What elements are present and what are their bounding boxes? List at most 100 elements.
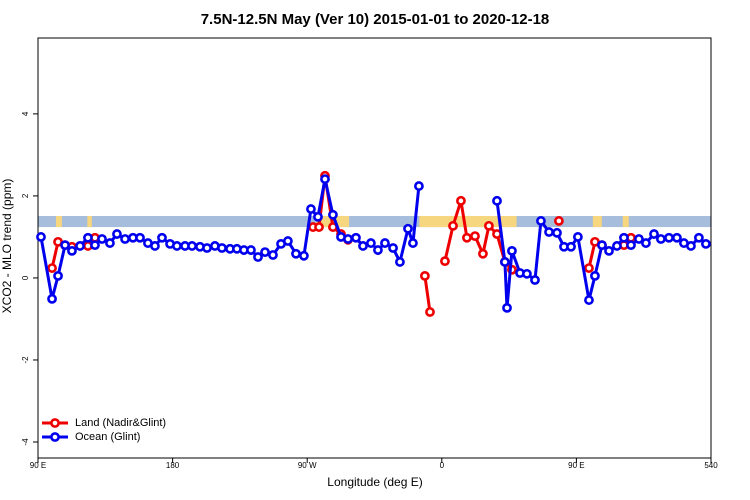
legend-label: Land (Nadir&Glint) — [75, 417, 166, 429]
point — [554, 216, 564, 226]
land-band — [419, 216, 517, 228]
point — [320, 174, 330, 184]
point — [157, 232, 167, 243]
point — [626, 240, 636, 251]
y-tick-label: 2 — [21, 193, 30, 198]
point — [634, 234, 644, 244]
land-band — [87, 216, 92, 228]
point — [686, 241, 696, 251]
point — [521, 268, 532, 279]
point — [283, 236, 293, 246]
point — [380, 238, 390, 248]
point — [172, 241, 182, 251]
x-tick-label: 180 — [166, 461, 180, 470]
point — [202, 243, 212, 253]
point — [544, 227, 554, 237]
point — [313, 211, 323, 222]
point — [440, 256, 450, 267]
point — [90, 240, 100, 251]
point — [60, 240, 70, 251]
point — [619, 232, 629, 243]
point — [75, 241, 85, 251]
point — [97, 234, 107, 244]
point — [343, 234, 353, 244]
point — [268, 250, 278, 260]
land-band — [592, 216, 602, 228]
point — [408, 238, 418, 248]
point — [395, 257, 405, 267]
point — [403, 223, 413, 234]
x-tick-label: 540 — [704, 461, 718, 470]
y-axis-label: XCO2 - MLO trend (ppm) — [0, 179, 14, 314]
point — [299, 250, 309, 261]
point — [47, 293, 57, 304]
point — [649, 229, 659, 239]
y-tick-label: -4 — [21, 438, 30, 446]
land-band — [622, 216, 629, 228]
point — [388, 243, 398, 253]
point — [462, 232, 472, 243]
plot-frame — [37, 37, 712, 459]
point — [150, 241, 160, 251]
point — [584, 263, 594, 273]
x-tick-label: 90 E — [30, 461, 46, 470]
point — [135, 232, 145, 243]
point — [314, 222, 324, 232]
point — [664, 232, 674, 243]
point — [83, 232, 93, 243]
point — [612, 241, 622, 251]
point — [420, 270, 430, 281]
point — [120, 234, 130, 244]
point — [448, 220, 458, 231]
x-axis-label: Longitude (deg E) — [327, 475, 422, 489]
legend-marker — [50, 432, 60, 442]
point — [105, 238, 115, 248]
point — [53, 270, 63, 281]
point — [500, 257, 510, 267]
point — [672, 232, 682, 243]
point — [584, 295, 594, 305]
point — [358, 241, 368, 251]
point — [590, 270, 600, 281]
point — [478, 248, 488, 259]
point — [597, 240, 607, 251]
chart-title: 7.5N-12.5N May (Ver 10) 2015-01-01 to 20… — [201, 11, 550, 28]
series-line — [50, 175, 633, 313]
point — [253, 252, 263, 262]
point — [655, 234, 666, 244]
point — [502, 302, 512, 313]
point — [572, 232, 583, 242]
point — [112, 229, 122, 239]
land-band — [55, 216, 62, 228]
point — [67, 245, 77, 256]
point — [566, 241, 576, 252]
legend-label: Ocean (Glint) — [75, 431, 140, 443]
point — [641, 238, 651, 248]
point — [217, 243, 227, 253]
point — [604, 245, 614, 256]
point — [246, 245, 256, 255]
point — [536, 216, 546, 226]
point — [260, 247, 270, 258]
point — [456, 195, 466, 206]
y-tick-label: 4 — [21, 111, 30, 116]
x-tick-label: 90 E — [568, 461, 584, 470]
point — [693, 232, 704, 243]
point — [484, 220, 494, 231]
x-tick-label: 0 — [440, 461, 445, 470]
point — [507, 245, 517, 256]
point — [328, 209, 338, 220]
point — [414, 181, 424, 191]
ocean-band — [38, 216, 711, 228]
y-tick-label: 0 — [21, 275, 30, 280]
point — [492, 195, 502, 206]
point — [306, 204, 316, 214]
point — [366, 238, 376, 248]
point — [36, 232, 46, 242]
point — [291, 248, 301, 259]
point — [701, 238, 711, 249]
legend-marker — [50, 418, 60, 428]
x-tick-label: 90 W — [298, 461, 317, 470]
point — [470, 231, 480, 242]
